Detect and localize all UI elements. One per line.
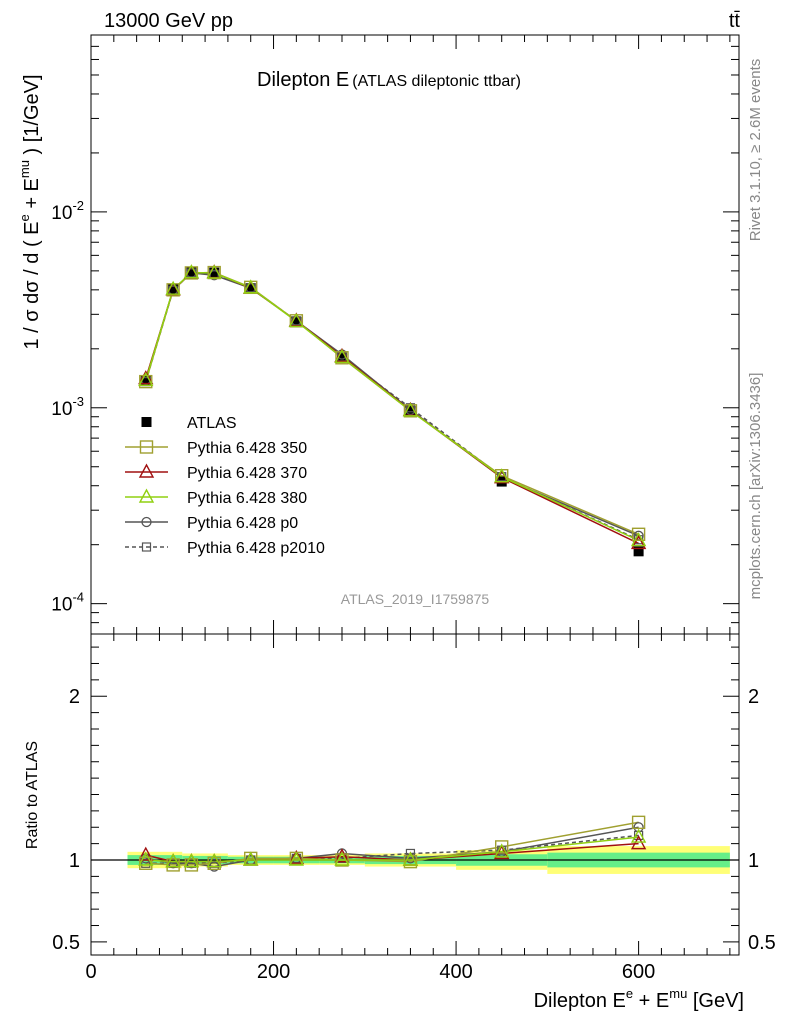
ratio-point-380 bbox=[243, 851, 259, 866]
rivet-label: Rivet 3.1.10, ≥ 2.6M events bbox=[747, 59, 764, 242]
ratio-point-380 bbox=[334, 851, 350, 866]
main-panel: 10-2 10-3 10-4 Dilepton E (ATLAS dileptonic… bbox=[17, 34, 740, 635]
ratio-point-380 bbox=[138, 851, 154, 866]
legend-label: Pythia 6.428 p2010 bbox=[187, 540, 325, 557]
mc-point-380 bbox=[402, 402, 419, 417]
legend-label: Pythia 6.428 p0 bbox=[187, 515, 298, 532]
legend-marker bbox=[138, 463, 155, 478]
atlas-data-point bbox=[291, 316, 302, 327]
mc-point-350 bbox=[139, 374, 153, 389]
process-label: tt̄ bbox=[729, 10, 741, 32]
legend-marker bbox=[138, 488, 155, 503]
x-axis-label: Dilepton Ee + Emu [GeV] bbox=[534, 986, 744, 1012]
ratio-line-350 bbox=[145, 821, 639, 866]
mc-point-380 bbox=[138, 371, 154, 387]
atlas-data-point bbox=[140, 375, 151, 386]
legend-marker bbox=[139, 440, 154, 454]
mc-point-380 bbox=[494, 468, 510, 483]
main-y-axis-label: 1 / σ dσ / d ( Ee + Emu ) [1/GeV] bbox=[17, 74, 43, 349]
ratio-y-tick-label: 2 bbox=[69, 686, 80, 708]
ratio-y-tick-label-right: 0.5 bbox=[748, 932, 776, 954]
ratio-point-370 bbox=[288, 849, 305, 865]
legend-marker bbox=[141, 516, 152, 528]
y-tick-label: 10-4 bbox=[51, 590, 84, 616]
ratio-point-380 bbox=[402, 851, 419, 866]
mc-point-380 bbox=[165, 280, 181, 295]
x-tick-label: 0 bbox=[85, 961, 96, 983]
atlas-data-point bbox=[209, 267, 220, 278]
legend-label: ATLAS bbox=[187, 415, 237, 432]
ratio-point-p2010 bbox=[141, 858, 151, 868]
ratio-point-380 bbox=[165, 853, 181, 868]
ratio-point-380 bbox=[630, 828, 647, 843]
ratio-point-350 bbox=[207, 856, 221, 870]
mcplots-label: mcplots.cern.ch [arXiv:1306.3436] bbox=[747, 373, 764, 600]
mc-point-370 bbox=[138, 370, 154, 385]
mc-point-380 bbox=[183, 264, 200, 279]
mc-point-380 bbox=[243, 279, 259, 294]
ratio-point-380 bbox=[183, 853, 200, 868]
ratio-y-tick-label: 0.5 bbox=[52, 932, 80, 954]
legend: ATLAS Pythia 6.428 350 Pythia 6.428 370 Pyt… bbox=[125, 415, 325, 557]
ratio-y-tick-label-right: 1 bbox=[748, 850, 759, 872]
mc-point-370 bbox=[630, 534, 647, 550]
ratio-point-380 bbox=[288, 851, 305, 866]
mc-point-350 bbox=[335, 351, 349, 365]
ratio-point-350 bbox=[403, 854, 418, 869]
y-tick-label: 10-2 bbox=[51, 198, 84, 224]
mc-point-380 bbox=[288, 312, 305, 328]
atlas-data-point bbox=[245, 283, 256, 294]
atlas-data-point bbox=[168, 283, 179, 294]
ratio-y-axis-label: Ratio to ATLAS bbox=[24, 741, 41, 849]
ratio-point-370 bbox=[138, 846, 154, 861]
x-tick-label: 400 bbox=[439, 961, 472, 983]
x-tick-label: 600 bbox=[622, 961, 655, 983]
mc-point-380 bbox=[206, 264, 222, 279]
legend-marker bbox=[141, 542, 152, 552]
y-tick-label: 10-3 bbox=[51, 394, 84, 420]
legend-label: Pythia 6.428 380 bbox=[187, 490, 307, 507]
atlas-data-point bbox=[186, 266, 197, 277]
atlas-data-point bbox=[405, 405, 416, 416]
atlas-data-point bbox=[633, 546, 644, 557]
energy-label: 13000 GeV pp bbox=[104, 10, 233, 32]
analysis-watermark: ATLAS_2019_I1759875 bbox=[341, 591, 490, 607]
mc-point-350 bbox=[166, 283, 180, 297]
ratio-point-350 bbox=[495, 840, 509, 854]
x-tick-label: 200 bbox=[257, 961, 290, 983]
ratio-y-tick-label-right: 2 bbox=[748, 686, 759, 708]
legend-label: Pythia 6.428 370 bbox=[187, 465, 307, 482]
legend-marker bbox=[141, 417, 152, 427]
ratio-y-tick-label: 1 bbox=[69, 850, 80, 872]
atlas-data-point bbox=[336, 352, 347, 363]
ratio-panel: 0.5 0.5 1 1 2 2 0 200 400 600 Ratio to ATLAS Dile… bbox=[24, 633, 776, 1012]
chart-title: Dilepton E (ATLAS dileptonic ttbar) bbox=[257, 69, 521, 91]
ratio-point-350 bbox=[631, 815, 646, 830]
mc-point-380 bbox=[630, 532, 647, 547]
ratio-frame bbox=[90, 633, 740, 956]
ratio-point-370 bbox=[334, 848, 350, 863]
mc-point-380 bbox=[334, 348, 350, 364]
ratio-point-380 bbox=[206, 853, 222, 868]
series-line-380 bbox=[145, 271, 639, 542]
ratio-point-p2010 bbox=[405, 848, 416, 859]
ratio-point-p0 bbox=[633, 822, 644, 833]
legend-label: Pythia 6.428 350 bbox=[187, 440, 307, 457]
mc-point-350 bbox=[631, 527, 646, 541]
ratio-line-380 bbox=[145, 836, 639, 863]
ratio-point-380 bbox=[494, 843, 510, 858]
